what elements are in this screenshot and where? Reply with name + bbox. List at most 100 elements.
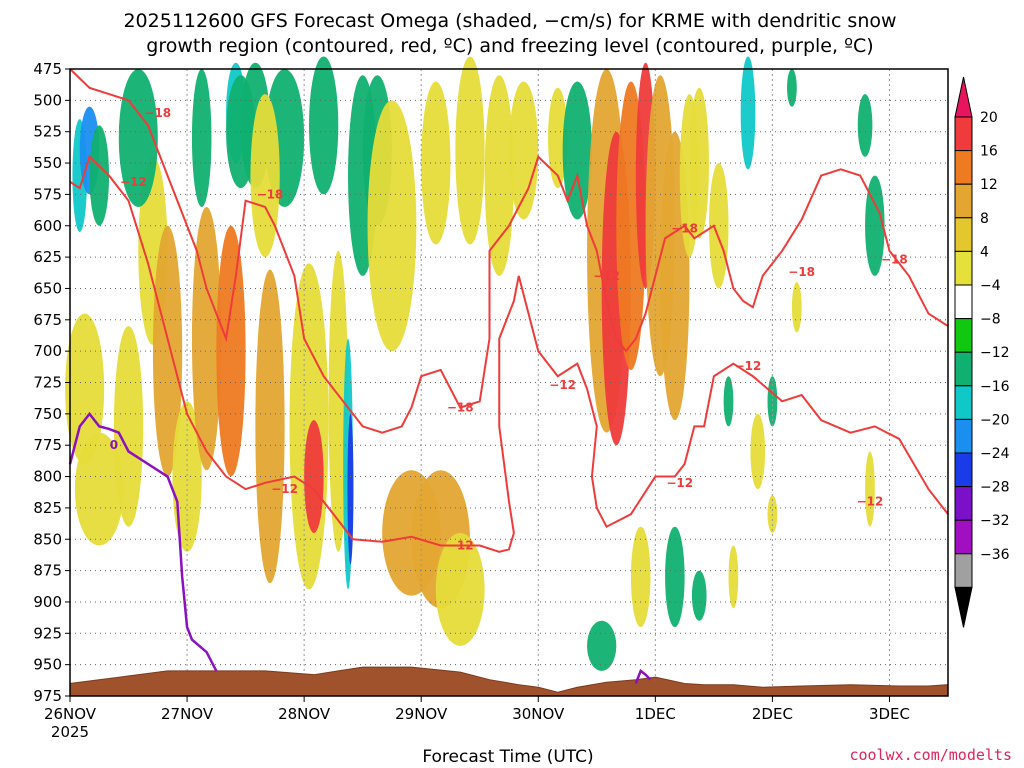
x-tick-label-28nov: 28NOV [278,705,331,723]
x-tick-label-2dec: 2DEC [752,705,793,723]
colorbar-label-3: 8 [980,211,989,227]
omega-shade-49 [708,163,729,289]
y-tick-label-875: 875 [33,562,62,580]
terrain-layer [69,666,949,697]
omega-shade-52 [750,413,766,490]
omega-shade-18 [255,269,285,584]
omega-shade-34 [509,81,539,220]
x-tick-label-1dec: 1DEC [635,705,676,723]
omega-shade-57 [791,282,802,333]
colorbar-segment-13 [954,519,973,555]
dgz-contour--12 [69,154,949,553]
colorbar-label-10: −24 [980,446,1010,462]
y-tick-label-975: 975 [33,687,62,705]
contour-label-4: −18 [447,401,474,415]
colorbar-label-5: −4 [980,278,1001,294]
omega-shade-48 [691,570,707,621]
contour-label-0: −18 [144,106,171,120]
omega-shade-51 [728,545,739,609]
contour-label-6: −12 [549,378,576,392]
omega-shade-32 [455,56,485,245]
colorbar-segment-12 [954,486,973,521]
colorbar-segment-1 [954,116,973,152]
omega-shade-50 [723,376,734,427]
contour-label-7: −12 [593,269,620,283]
y-tick-label-675: 675 [33,311,62,329]
colorbar-label-13: −36 [980,547,1010,563]
year-label: 2025 [51,723,89,741]
freezing-level-contour [68,411,218,672]
colorbar-segment-2 [954,150,973,185]
y-tick-label-650: 650 [33,279,62,297]
chart-title-line2: growth region (contoured, red, ºC) and f… [146,35,873,57]
omega-shade-8 [172,401,202,552]
omega-shade-5 [113,326,144,527]
omega-shade-9 [191,206,222,471]
contour-label-10: −12 [735,359,762,373]
contour-label-12: −18 [881,253,908,267]
colorbar: 20 16 12 8 4 −4 −8 −12 −16 −20 −24 −28 −32 −36 [954,76,1010,628]
x-tick-label-30nov: 30NOV [512,705,565,723]
y-tick-label-550: 550 [33,154,62,172]
omega-shade-35 [548,87,568,189]
y-tick-label-525: 525 [33,123,62,141]
omega-shade-22 [328,250,349,552]
contour-label-5: −12 [447,539,474,553]
y-tick-label-925: 925 [33,624,62,642]
plot-area: 0 −18−12−18−12−18−12−12−12−18−12−12−18−1… [65,56,949,697]
contour-label-2: −18 [257,187,284,201]
contour-label-11: −18 [788,265,815,279]
omega-shade-12 [191,69,212,207]
colorbar-label-12: −32 [980,513,1010,529]
omega-shade-21 [309,56,339,195]
y-tick-label-575: 575 [33,185,62,203]
x-axis: 26NOV 27NOV 28NOV 29NOV 30NOV 1DEC 2DEC 3DEC [44,696,910,723]
freezing-level-layer: 0 [68,411,652,684]
y-tick-label-825: 825 [33,499,62,517]
x-tick-label-3dec: 3DEC [869,705,910,723]
y-tick-label-750: 750 [33,405,62,423]
omega-shade-33 [484,75,514,276]
omega-shade-43 [587,620,617,671]
contour-label-8: −18 [671,221,698,235]
colorbar-label-0: 20 [980,110,998,126]
omega-shade-59 [865,175,885,276]
colorbar-segment-7 [954,318,973,353]
omega-shade-2 [89,125,110,226]
omega-shade-44 [630,526,651,628]
dgz-contour--18 [69,68,949,434]
omega-shade-3 [65,313,105,465]
colorbar-segment-10 [954,418,973,454]
omega-shade-30 [435,532,485,646]
omega-shade-27 [367,100,417,352]
credit-text: coolwx.com/modelts [849,746,1012,764]
freezing-contour-label: 0 [110,438,118,452]
contour-label-3: −12 [271,482,298,496]
y-tick-label-625: 625 [33,248,62,266]
colorbar-label-4: 4 [980,244,989,260]
omega-shade-36 [562,81,592,220]
colorbar-segment-5 [954,250,973,286]
contour-label-1: −12 [120,175,147,189]
y-tick-label-850: 850 [33,530,62,548]
colorbar-label-2: 12 [980,177,998,193]
omega-shade-45 [665,526,685,628]
omega-shade-55 [740,56,756,170]
y-tick-label-475: 475 [33,60,62,78]
x-tick-label-26nov: 26NOV [44,705,97,723]
terrain-fill [69,666,949,697]
omega-shade-20 [304,420,324,533]
omega-shade-53 [767,376,778,427]
omega-shade-17 [250,94,280,258]
omega-shade-19 [289,263,329,590]
y-tick-label-500: 500 [33,91,62,109]
colorbar-top-arrow [954,76,973,118]
x-tick-label-27nov: 27NOV [161,705,214,723]
colorbar-segment-9 [954,385,973,420]
omega-shade-47 [689,87,709,239]
colorbar-label-9: −20 [980,412,1010,428]
x-tick-label-29nov: 29NOV [395,705,448,723]
colorbar-label-1: 16 [980,144,998,160]
y-tick-label-725: 725 [33,374,62,392]
